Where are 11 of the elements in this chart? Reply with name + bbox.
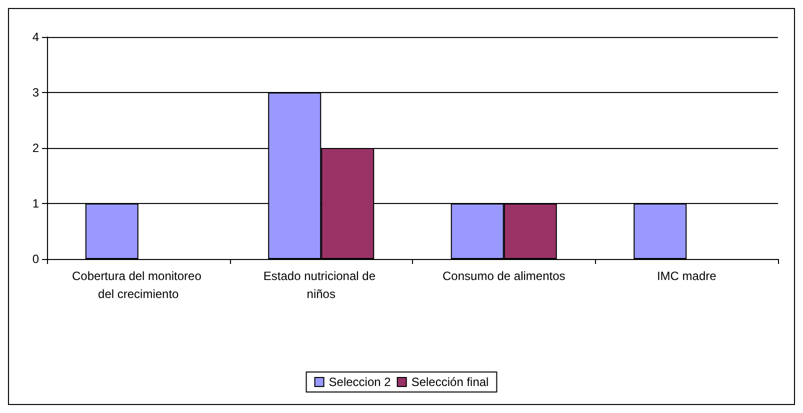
y-tick-label: 3 bbox=[32, 86, 40, 100]
x-tick-label: Estado nutricional de niños bbox=[263, 269, 379, 301]
x-tick-label: IMC madre bbox=[656, 269, 717, 283]
y-tick-label: 1 bbox=[32, 196, 40, 210]
legend-label: Seleccion 2 bbox=[328, 375, 392, 389]
x-tick-label: Consumo de alimentos bbox=[442, 269, 566, 283]
x-tick-label: Cobertura del monitoreo del crecimiento bbox=[72, 269, 205, 301]
y-tick-label: 0 bbox=[32, 252, 40, 266]
y-tick-label: 4 bbox=[32, 30, 40, 44]
legend-label: Selección final bbox=[411, 375, 489, 389]
y-tick-label: 2 bbox=[32, 141, 40, 155]
